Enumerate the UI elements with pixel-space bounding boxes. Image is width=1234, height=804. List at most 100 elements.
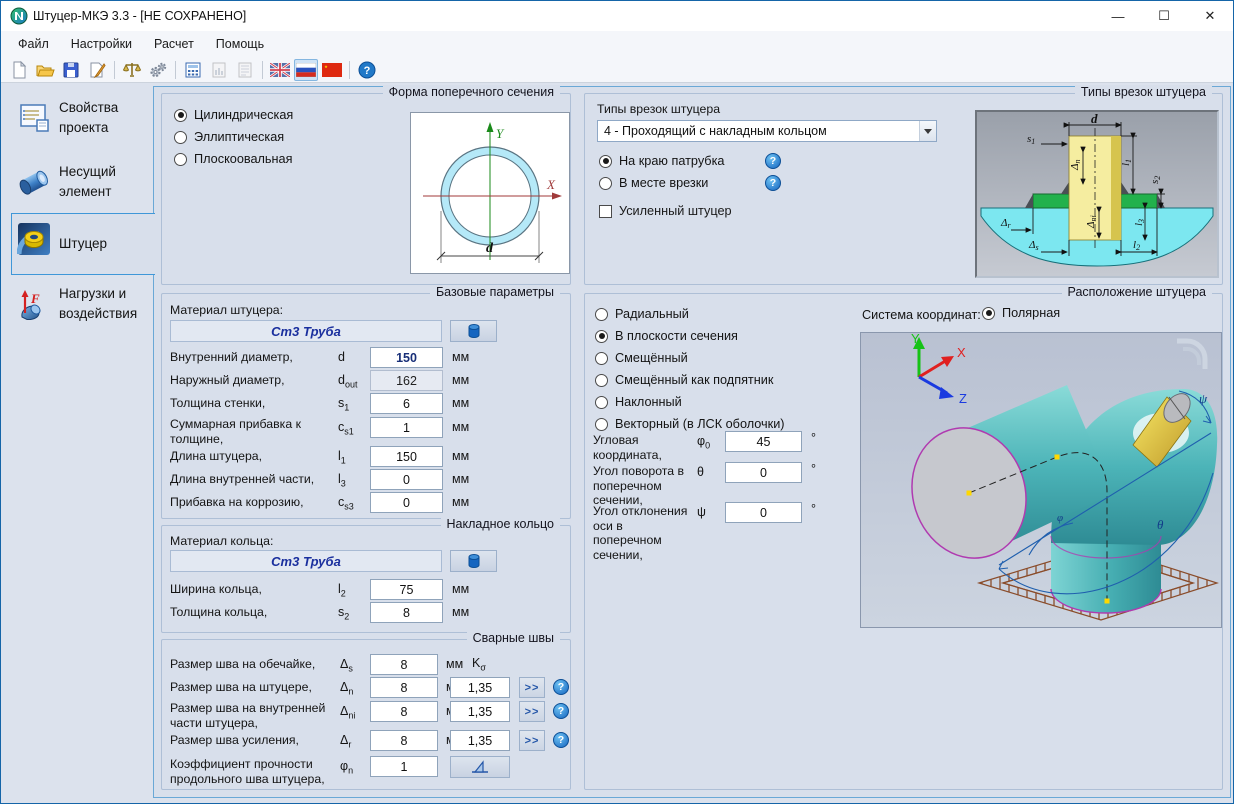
report-button[interactable] — [207, 59, 231, 81]
inner-part-length-input[interactable] — [370, 469, 443, 490]
menu-settings[interactable]: Настройки — [60, 33, 143, 55]
dropdown-arrow-icon[interactable] — [919, 121, 936, 141]
radio-polar[interactable]: Полярная — [982, 306, 1060, 320]
nozzle-types-label: Типы врезок штуцера — [597, 102, 720, 117]
nozzle-material-button[interactable]: Ст3 Труба — [170, 320, 442, 342]
param-label: Наружный диаметр, — [170, 373, 335, 388]
k-sigma-reinforce-input[interactable] — [450, 730, 510, 751]
k-sigma-nozzle-button[interactable]: >> — [519, 677, 545, 698]
ring-thickness-input[interactable] — [370, 602, 443, 623]
help-at-junction-icon[interactable]: ? — [765, 175, 781, 191]
radio-dot — [595, 308, 608, 321]
save-button[interactable] — [59, 59, 83, 81]
param-label: Суммарная прибавка к толщине, — [170, 417, 335, 446]
group-overlay-ring: Накладное кольцо Материал кольца: Ст3 Тр… — [161, 525, 571, 633]
param-label: Толщина кольца, — [170, 605, 335, 620]
angular-coordinate-input[interactable] — [725, 431, 802, 452]
toolbar-separator — [349, 61, 350, 79]
menu-calc[interactable]: Расчет — [143, 33, 205, 55]
k-sigma-inner-button[interactable]: >> — [519, 701, 545, 722]
thickness-allowance-input[interactable] — [370, 417, 443, 438]
lang-ru-button[interactable] — [294, 59, 318, 81]
menu-file[interactable]: Файл — [7, 33, 60, 55]
sidebar-item-bearing-element[interactable]: Несущийэлемент — [59, 162, 116, 202]
unit-label: мм — [452, 449, 469, 463]
help-weld-nozzle-icon[interactable]: ? — [553, 679, 569, 695]
rotation-angle-input[interactable] — [725, 462, 802, 483]
param-label: Угол поворота в поперечном сечении, — [593, 464, 693, 508]
radio-dot — [174, 131, 187, 144]
radio-offset[interactable]: Смещённый — [595, 351, 688, 365]
unit-label: ° — [811, 462, 816, 476]
save-as-button[interactable] — [85, 59, 109, 81]
k-sigma-reinforce-button[interactable]: >> — [519, 730, 545, 751]
nozzle-length-input[interactable] — [370, 446, 443, 467]
minimize-button[interactable]: — — [1095, 1, 1141, 31]
radio-inclined[interactable]: Наклонный — [595, 395, 682, 409]
dim-d-label: d — [486, 241, 494, 256]
toolbar-help-button[interactable]: ? — [355, 59, 379, 81]
checkbox-reinforced-nozzle[interactable]: Усиленный штуцер — [599, 204, 732, 218]
radio-vector-lcs[interactable]: Векторный (в ЛСК оболочки) — [595, 417, 785, 431]
radio-flat-oval[interactable]: Плоскоовальная — [174, 152, 292, 166]
unit-label: мм — [452, 605, 469, 619]
sidebar-item-nozzle[interactable]: Штуцер — [59, 234, 107, 254]
radio-radial[interactable]: Радиальный — [595, 307, 689, 321]
inner-diameter-input[interactable] — [370, 347, 443, 368]
radio-in-section-plane[interactable]: В плоскости сечения — [595, 329, 738, 343]
save-as-pen-icon — [87, 60, 107, 80]
radio-elliptical[interactable]: Эллиптическая — [174, 130, 284, 144]
unit-label: мм — [452, 582, 469, 596]
menu-help[interactable]: Помощь — [205, 33, 275, 55]
main-area: Свойствапроекта Несущийэлемент Штуцер F … — [1, 83, 1234, 804]
ring-material-database-button[interactable] — [450, 550, 497, 572]
k-sigma-inner-input[interactable] — [450, 701, 510, 722]
help-at-pipe-edge-icon[interactable]: ? — [765, 153, 781, 169]
sidebar-item-project-properties[interactable]: Свойствапроекта — [59, 98, 118, 138]
help-weld-inner-icon[interactable]: ? — [553, 703, 569, 719]
radio-at-junction[interactable]: В месте врезки — [599, 176, 708, 190]
settings-gears-button[interactable] — [146, 59, 170, 81]
k-sigma-nozzle-input[interactable] — [450, 677, 510, 698]
param-symbol: θ — [697, 465, 704, 482]
param-label: Размер шва на штуцере, — [170, 680, 338, 695]
open-file-button[interactable] — [33, 59, 57, 81]
lang-zh-button[interactable] — [320, 59, 344, 81]
radio-dot — [595, 374, 608, 387]
deviation-angle-input[interactable] — [725, 502, 802, 523]
ring-material-label: Материал кольца: — [170, 534, 273, 549]
calculator-button[interactable] — [181, 59, 205, 81]
nozzle-type-dropdown[interactable]: 4 - Проходящий с накладным кольцом — [597, 120, 937, 142]
close-button[interactable]: ✕ — [1187, 1, 1233, 31]
nozzle-3d-view: θ ψ φ Y X Z — [860, 332, 1222, 628]
material-database-button[interactable] — [450, 320, 497, 342]
radio-at-pipe-edge[interactable]: На краю патрубка — [599, 154, 724, 168]
weld-reinforce-input[interactable] — [370, 730, 438, 751]
weld-strength-factor-input[interactable] — [370, 756, 438, 777]
document-button[interactable] — [233, 59, 257, 81]
param-symbol: cs1 — [338, 420, 354, 437]
uk-flag-icon — [270, 63, 290, 77]
lang-en-button[interactable] — [268, 59, 292, 81]
ru-flag-icon — [296, 63, 316, 77]
group-welds: Сварные швы Kσ Размер шва на обечайке, Δ… — [161, 639, 571, 790]
weld-inner-input[interactable] — [370, 701, 438, 722]
sidebar-item-loads[interactable]: Нагрузки ивоздействия — [59, 284, 137, 324]
param-label: Прибавка на коррозию, — [170, 495, 335, 510]
ring-width-input[interactable] — [370, 579, 443, 600]
param-label: Размер шва на внутренней части штуцера, — [170, 701, 338, 730]
new-file-button[interactable] — [7, 59, 31, 81]
units-scales-button[interactable] — [120, 59, 144, 81]
ring-material-button[interactable]: Ст3 Труба — [170, 550, 442, 572]
psi-annotation: ψ — [1199, 391, 1208, 406]
radio-cylindrical[interactable]: Цилиндрическая — [174, 108, 293, 122]
weld-nozzle-input[interactable] — [370, 677, 438, 698]
weld-type-button[interactable] — [450, 756, 510, 778]
unit-label: мм — [452, 396, 469, 410]
wall-thickness-input[interactable] — [370, 393, 443, 414]
weld-shell-input[interactable] — [370, 654, 438, 675]
radio-offset-as-support[interactable]: Смещённый как подпятник — [595, 373, 773, 387]
corrosion-allowance-input[interactable] — [370, 492, 443, 513]
help-weld-reinforce-icon[interactable]: ? — [553, 732, 569, 748]
maximize-button[interactable]: ☐ — [1141, 1, 1187, 31]
